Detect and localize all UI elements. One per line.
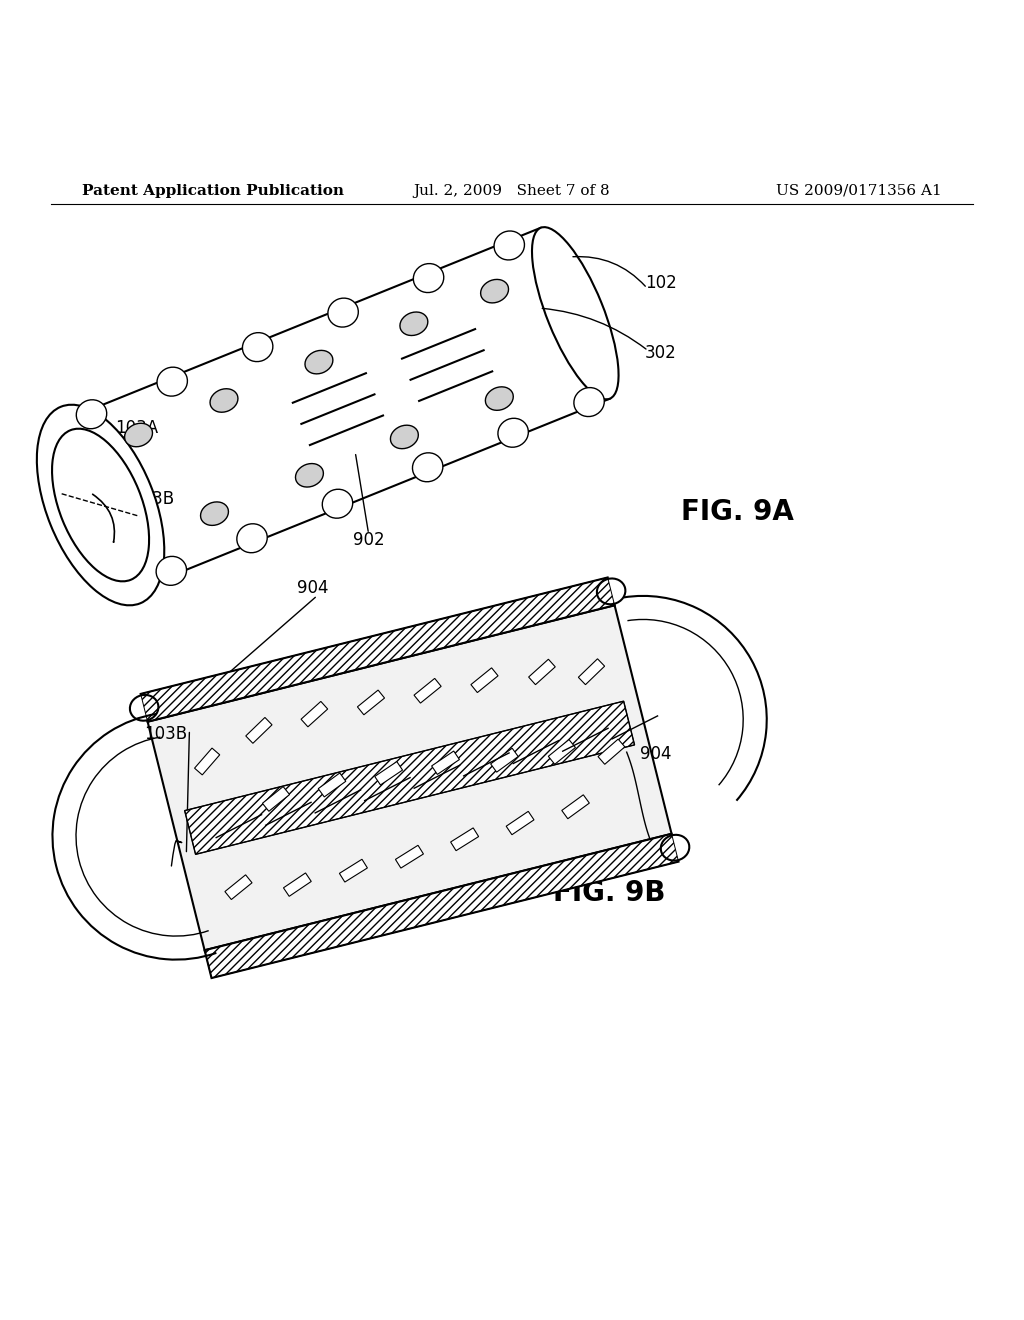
Polygon shape [339, 859, 368, 882]
Text: 103A: 103A [115, 418, 158, 437]
Ellipse shape [480, 280, 509, 302]
Polygon shape [225, 875, 252, 899]
Text: 102: 102 [645, 275, 677, 292]
Ellipse shape [498, 418, 528, 447]
Ellipse shape [573, 388, 604, 417]
Polygon shape [195, 748, 220, 775]
Ellipse shape [494, 231, 524, 260]
Ellipse shape [243, 333, 272, 362]
Polygon shape [451, 828, 478, 850]
Polygon shape [140, 577, 614, 722]
Ellipse shape [125, 424, 153, 446]
Text: 904: 904 [297, 579, 328, 598]
Polygon shape [284, 873, 311, 896]
Polygon shape [246, 718, 272, 743]
Polygon shape [184, 701, 635, 854]
Ellipse shape [597, 578, 626, 605]
Ellipse shape [400, 312, 428, 335]
Ellipse shape [660, 834, 689, 861]
Ellipse shape [414, 264, 443, 293]
Ellipse shape [485, 387, 513, 411]
Polygon shape [490, 748, 518, 772]
Polygon shape [375, 762, 402, 785]
Ellipse shape [237, 524, 267, 553]
Polygon shape [357, 690, 385, 715]
Polygon shape [528, 659, 555, 685]
Polygon shape [598, 739, 625, 764]
Ellipse shape [413, 453, 443, 482]
Polygon shape [562, 795, 590, 818]
Polygon shape [301, 701, 328, 727]
Text: Jul. 2, 2009   Sheet 7 of 8: Jul. 2, 2009 Sheet 7 of 8 [414, 183, 610, 198]
Ellipse shape [305, 350, 333, 374]
Text: FIG. 9B: FIG. 9B [553, 879, 666, 907]
Ellipse shape [323, 490, 352, 519]
Ellipse shape [76, 400, 106, 429]
Text: Patent Application Publication: Patent Application Publication [82, 183, 344, 198]
Text: US 2009/0171356 A1: US 2009/0171356 A1 [776, 183, 942, 198]
Polygon shape [66, 228, 610, 590]
Text: 904: 904 [640, 746, 671, 763]
Polygon shape [579, 659, 604, 685]
Polygon shape [205, 834, 679, 978]
Text: 302: 302 [645, 343, 677, 362]
Ellipse shape [157, 367, 187, 396]
Polygon shape [414, 678, 441, 704]
Ellipse shape [37, 405, 164, 606]
Ellipse shape [296, 463, 324, 487]
Text: 103B: 103B [144, 725, 187, 743]
Polygon shape [548, 739, 575, 764]
Ellipse shape [201, 502, 228, 525]
Polygon shape [262, 787, 290, 812]
Ellipse shape [390, 425, 419, 449]
Polygon shape [471, 668, 498, 693]
Polygon shape [432, 751, 460, 775]
Polygon shape [395, 845, 424, 869]
Ellipse shape [130, 694, 159, 721]
Polygon shape [318, 774, 346, 797]
Text: 902: 902 [353, 531, 384, 549]
Polygon shape [506, 812, 534, 834]
Ellipse shape [210, 388, 238, 412]
Text: FIG. 9A: FIG. 9A [681, 498, 794, 525]
Ellipse shape [532, 227, 618, 400]
Polygon shape [147, 606, 672, 950]
Ellipse shape [156, 556, 186, 585]
Ellipse shape [328, 298, 358, 327]
Text: 103B: 103B [131, 490, 174, 508]
